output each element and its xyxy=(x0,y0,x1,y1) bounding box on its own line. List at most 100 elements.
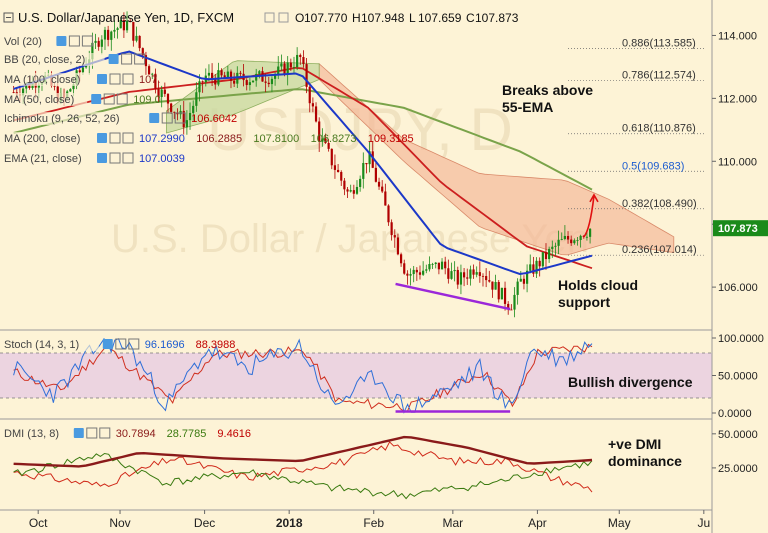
fib-label: 0.786(112.574) xyxy=(622,69,696,81)
candle-body xyxy=(418,272,422,275)
candle-body xyxy=(554,245,557,247)
candle-body xyxy=(450,271,453,279)
legend-settings-icon[interactable] xyxy=(161,112,173,124)
candle-body xyxy=(346,189,349,192)
dmi-tick-label: 25.0000 xyxy=(718,463,758,475)
candle-body xyxy=(444,261,447,269)
legend-settings-icon[interactable] xyxy=(121,53,133,65)
legend-eye-icon[interactable] xyxy=(102,339,113,349)
candle xyxy=(330,148,333,170)
candle-body xyxy=(116,28,119,30)
legend-close-icon[interactable] xyxy=(134,53,146,65)
candle-body xyxy=(399,254,403,264)
legend-settings-icon[interactable] xyxy=(109,73,121,85)
legend-value: 109.0 xyxy=(133,94,161,106)
candle-body xyxy=(170,103,173,112)
stoch-band xyxy=(0,353,712,398)
collapse-icon[interactable] xyxy=(3,12,14,23)
legend-eye-icon[interactable] xyxy=(97,74,107,84)
candle-body xyxy=(377,181,381,187)
candle xyxy=(532,256,535,277)
legend-settings-icon[interactable] xyxy=(115,338,127,350)
candle xyxy=(188,102,192,130)
legend-close-icon[interactable] xyxy=(122,73,134,85)
legend-close-icon[interactable] xyxy=(122,132,134,144)
candle-body xyxy=(541,252,544,267)
candle xyxy=(327,139,330,152)
candle xyxy=(267,76,270,88)
candle xyxy=(308,82,311,113)
legend-eye-icon[interactable] xyxy=(108,54,119,64)
legend-close-icon[interactable] xyxy=(116,93,128,105)
candle-body xyxy=(69,89,72,92)
candle-body xyxy=(91,42,94,60)
candle xyxy=(491,281,494,298)
candle xyxy=(516,278,519,305)
current-price-tag xyxy=(713,220,768,237)
candle-body xyxy=(248,82,251,86)
legend-close-icon[interactable] xyxy=(81,35,93,47)
candle-body xyxy=(239,72,242,74)
legend-settings-icon[interactable] xyxy=(68,35,80,47)
candle-body xyxy=(245,80,248,86)
candle xyxy=(437,262,440,275)
legend-close-icon[interactable] xyxy=(128,338,140,350)
time-tick-label: Feb xyxy=(363,516,384,530)
candle xyxy=(359,175,362,192)
price-pane: USDJPY, DU.S. Dollar / Japanese Yen0.886… xyxy=(12,11,706,318)
candle xyxy=(396,233,400,256)
legend-close-icon[interactable] xyxy=(122,152,134,164)
candle-body xyxy=(551,246,554,249)
legend-eye-icon[interactable] xyxy=(56,36,67,46)
candle xyxy=(314,102,318,123)
legend-value: 88.3988 xyxy=(196,339,236,351)
ohlc-value: 107.770 xyxy=(304,11,348,25)
candle-body xyxy=(462,272,466,278)
candle xyxy=(431,262,434,269)
candle xyxy=(377,177,381,190)
candle xyxy=(289,58,292,71)
candle-body xyxy=(258,71,261,74)
legend-row: MA (50, close) 109.0 xyxy=(2,93,161,106)
candle xyxy=(343,177,346,196)
candle xyxy=(409,268,412,286)
candle-body xyxy=(428,264,431,270)
candle-body xyxy=(475,272,478,275)
time-tick-label: Mar xyxy=(443,516,464,530)
candle-body xyxy=(343,180,346,190)
legend-close-icon[interactable] xyxy=(99,427,111,439)
candle-body xyxy=(81,67,85,73)
legend-eye-icon[interactable] xyxy=(91,94,102,104)
legend-eye-icon[interactable] xyxy=(97,133,107,143)
candle xyxy=(122,12,125,38)
legend-settings-icon[interactable] xyxy=(86,427,98,439)
candle xyxy=(170,102,173,114)
legend-close-icon[interactable] xyxy=(174,112,186,124)
legend-settings-icon[interactable] xyxy=(103,93,115,105)
legend-backdrop xyxy=(2,152,93,165)
candle xyxy=(472,264,475,279)
candle xyxy=(428,256,431,272)
candle-body xyxy=(415,269,418,273)
candle xyxy=(113,20,116,39)
candle xyxy=(355,180,359,195)
candle-body xyxy=(188,112,192,121)
visibility-box-icon[interactable] xyxy=(278,12,289,23)
legend-eye-icon[interactable] xyxy=(149,113,160,123)
legend-value: 106.8273 xyxy=(311,133,357,145)
candle xyxy=(195,82,198,112)
candle xyxy=(453,261,456,282)
candle-body xyxy=(396,237,400,255)
legend-eye-icon[interactable] xyxy=(97,153,107,163)
legend-settings-icon[interactable] xyxy=(109,132,121,144)
legend-settings-icon[interactable] xyxy=(109,152,121,164)
settings-box-icon[interactable] xyxy=(264,12,275,23)
candle xyxy=(12,85,15,94)
time-tick-label: Dec xyxy=(194,516,215,530)
breakout-arrow xyxy=(583,195,595,238)
candle xyxy=(229,69,233,89)
legend-value: 107.2990 xyxy=(139,133,185,145)
candle xyxy=(182,101,185,135)
legend-value: 107. xyxy=(139,74,160,86)
legend-eye-icon[interactable] xyxy=(73,428,84,438)
